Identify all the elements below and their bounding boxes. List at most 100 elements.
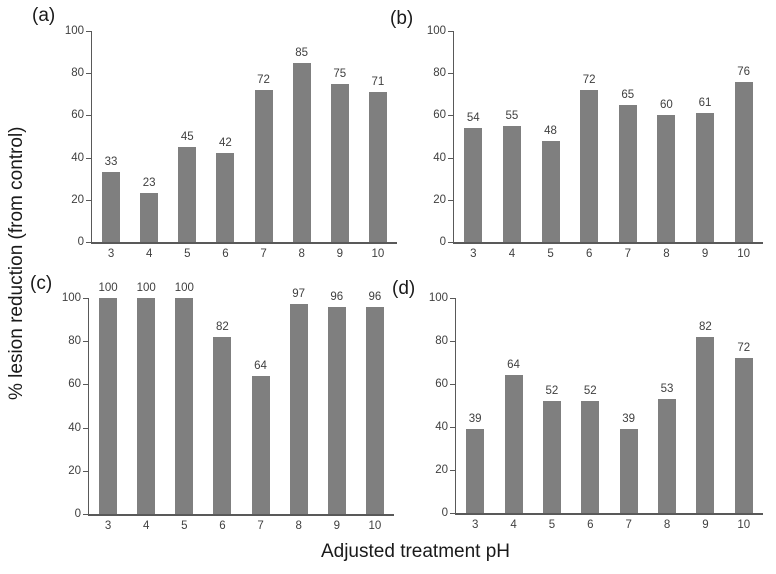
x-tick-label: 3 (470, 248, 477, 260)
y-tick-mark (450, 427, 456, 428)
y-tick-label: 60 (435, 378, 448, 390)
y-tick-mark (86, 31, 92, 32)
y-tick-label: 40 (71, 151, 84, 164)
y-tick-label: 100 (64, 25, 84, 37)
bar-ph-6 (580, 90, 599, 242)
x-tick-label: 10 (368, 520, 382, 532)
bar-value-label: 54 (466, 112, 480, 125)
bar-value-label: 55 (505, 109, 519, 122)
y-tick-mark (86, 157, 92, 159)
bar-ph-6 (216, 153, 235, 242)
y-tick-label: 20 (68, 464, 81, 477)
y-tick-label: 80 (433, 67, 446, 80)
y-tick-label: 100 (428, 292, 448, 304)
y-tick-label: 20 (71, 193, 84, 206)
bar-ph-4 (504, 375, 523, 513)
y-tick-label: 60 (433, 109, 446, 122)
y-tick-label: 80 (68, 335, 81, 348)
x-tick-label: 4 (510, 519, 517, 531)
x-tick-label: 6 (222, 248, 229, 260)
y-tick-label: 80 (71, 67, 84, 80)
bar-value-label: 39 (468, 413, 482, 426)
y-tick-mark (448, 73, 454, 75)
y-tick-label: 40 (433, 151, 446, 164)
x-tick-label: 5 (548, 519, 556, 531)
bar-value-label: 45 (180, 131, 194, 144)
bar-value-label: 76 (737, 65, 751, 78)
y-tick-mark (83, 341, 89, 343)
bar-ph-7 (618, 104, 637, 242)
bar-ph-9 (696, 113, 715, 242)
bar-ph-5 (541, 140, 560, 242)
x-tick-label: 5 (547, 248, 554, 260)
y-tick-label: 40 (435, 421, 448, 433)
bar-value-label: 64 (254, 359, 267, 372)
bar-value-label: 52 (545, 385, 559, 398)
y-tick-mark (450, 384, 456, 385)
bar-ph-5 (178, 147, 197, 242)
plot-area-b: 0 20 40 60 80 100 54 3 55 4 48 5 72 6 65 7 60 8 61 9 76 10 (427, 25, 763, 260)
y-tick-label: 20 (433, 193, 446, 206)
x-tick-label: 7 (624, 248, 632, 260)
bar-ph-8 (292, 62, 311, 242)
bar-value-label: 52 (583, 385, 597, 398)
y-tick-mark (448, 199, 454, 201)
x-tick-label: 10 (371, 248, 385, 260)
y-tick-label: 100 (426, 25, 446, 37)
bar-value-label: 42 (219, 137, 232, 150)
bar-ph-3 (99, 298, 118, 514)
y-tick-mark (86, 199, 92, 201)
x-tick-label: 8 (663, 519, 671, 531)
panel-letter-c: (c) (30, 273, 53, 294)
bar-value-label: 75 (333, 67, 347, 80)
bar-value-label: 53 (660, 383, 674, 396)
y-tick-label: 60 (71, 109, 84, 122)
plot-area-d: 0 20 40 60 80 100 39 3 64 4 52 5 52 6 39 7 53 8 82 9 72 10 (429, 292, 763, 531)
bar-ph-7 (251, 375, 270, 514)
x-tick-label: 3 (104, 520, 112, 532)
x-tick-label: 5 (181, 520, 188, 532)
bar-value-label: 100 (98, 282, 118, 294)
y-tick-mark (450, 470, 456, 471)
bar-value-label: 72 (257, 74, 270, 87)
panel-letter-b: (b) (390, 8, 414, 29)
y-tick-mark (448, 115, 454, 117)
bar-value-label: 97 (292, 288, 306, 301)
bar-ph-8 (289, 304, 308, 514)
panel-letter-a: (a) (32, 5, 56, 26)
x-axis-title: Adjusted treatment pH (320, 541, 511, 562)
bar-value-label: 85 (295, 46, 309, 59)
bar-value-label: 65 (621, 88, 635, 101)
y-tick-mark (83, 427, 89, 429)
y-tick-label: 100 (61, 292, 81, 304)
bar-value-label: 23 (142, 177, 156, 190)
y-tick-label: 0 (439, 236, 446, 248)
bar-value-label: 61 (698, 97, 712, 110)
y-tick-mark (448, 157, 454, 159)
y-tick-mark (86, 242, 92, 243)
bar-ph-4 (140, 193, 159, 242)
bar-ph-7 (254, 90, 273, 242)
y-tick-mark (83, 514, 89, 515)
y-tick-label: 0 (74, 508, 81, 520)
x-tick-label: 5 (184, 248, 191, 260)
bar-ph-10 (734, 81, 753, 242)
x-tick-label: 4 (508, 248, 516, 260)
y-tick-label: 20 (435, 464, 448, 476)
bar-ph-10 (734, 358, 753, 513)
bar-ph-7 (619, 429, 638, 513)
x-tick-label: 4 (145, 248, 153, 260)
bar-ph-10 (368, 92, 387, 242)
bar-value-label: 100 (174, 282, 194, 294)
x-tick-label: 4 (142, 520, 150, 532)
bar-value-label: 96 (330, 290, 344, 303)
y-tick-mark (450, 513, 456, 514)
y-tick-label: 80 (435, 335, 448, 347)
x-tick-label: 8 (298, 248, 305, 260)
y-axis-title: % lesion reduction (from control) (6, 126, 27, 400)
bar-value-label: 100 (136, 282, 156, 294)
bar-ph-4 (137, 298, 156, 514)
bar-ph-3 (102, 172, 121, 242)
bar-value-label: 33 (104, 156, 118, 169)
